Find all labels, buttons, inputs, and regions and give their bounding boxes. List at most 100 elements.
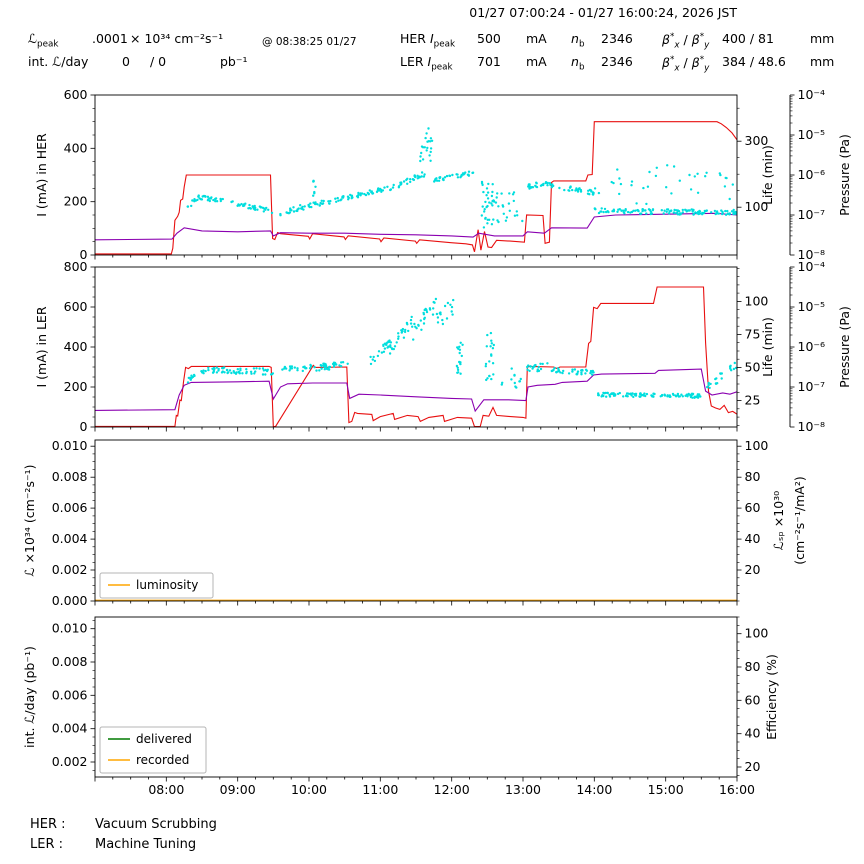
scatter-point bbox=[709, 382, 712, 386]
scatter-point bbox=[288, 369, 291, 372]
scatter-point bbox=[696, 393, 700, 396]
scatter-point bbox=[483, 210, 486, 213]
scatter-point bbox=[435, 177, 438, 180]
scatter-point bbox=[350, 194, 353, 197]
lpeak-timestamp: @ 08:38:25 01/27 bbox=[262, 36, 357, 48]
scatter-point bbox=[458, 345, 461, 348]
scatter-point bbox=[486, 197, 490, 200]
scatter-point bbox=[244, 202, 247, 205]
scatter-point bbox=[486, 222, 489, 225]
scatter-point bbox=[265, 206, 268, 210]
scatter-point bbox=[515, 386, 518, 389]
scatter-point bbox=[644, 209, 647, 212]
scatter-point bbox=[461, 172, 465, 175]
scatter-point bbox=[500, 192, 503, 195]
scatter-point bbox=[459, 361, 462, 364]
ler-beta-unit: mm bbox=[810, 54, 835, 69]
scatter-point bbox=[340, 361, 343, 364]
axis-label: Life (min) bbox=[760, 317, 775, 377]
scatter-point bbox=[397, 332, 400, 335]
scatter-point bbox=[248, 203, 251, 207]
scatter-point bbox=[567, 372, 571, 375]
scatter-point bbox=[324, 365, 328, 369]
scatter-point bbox=[320, 199, 323, 202]
scatter-point bbox=[253, 372, 256, 375]
scatter-point bbox=[687, 209, 690, 212]
scatter-point bbox=[309, 202, 312, 205]
scatter-point bbox=[558, 186, 561, 190]
scatter-point bbox=[641, 208, 645, 211]
scatter-point bbox=[734, 366, 737, 370]
scatter-point bbox=[385, 343, 388, 346]
axis-label: I (mA) in LER bbox=[34, 306, 49, 387]
scatter-point bbox=[292, 210, 296, 213]
scatter-point bbox=[549, 183, 552, 186]
scatter-point bbox=[533, 365, 536, 368]
scatter-point bbox=[728, 213, 731, 216]
scatter-point bbox=[319, 363, 322, 367]
scatter-point bbox=[624, 209, 627, 212]
scatter-point bbox=[654, 174, 658, 178]
scatter-point bbox=[602, 210, 605, 214]
scatter-point bbox=[512, 199, 515, 203]
scatter-point bbox=[705, 171, 708, 174]
scatter-point bbox=[713, 209, 717, 213]
scatter-point bbox=[369, 355, 372, 359]
scatter-point bbox=[254, 370, 257, 373]
scatter-point bbox=[678, 179, 681, 182]
scatter-point bbox=[486, 333, 489, 337]
scatter-point bbox=[483, 208, 486, 211]
scatter-point bbox=[313, 192, 316, 195]
y-tick-label: 80 bbox=[745, 469, 761, 484]
scatter-point bbox=[488, 201, 491, 204]
series-her-beam-lifetime bbox=[186, 127, 737, 229]
scatter-point bbox=[677, 395, 680, 398]
scatter-point bbox=[193, 374, 196, 378]
scatter-point bbox=[212, 198, 215, 202]
scatter-point bbox=[580, 371, 583, 374]
y-tick-label: 0.002 bbox=[52, 754, 88, 769]
scatter-point bbox=[413, 174, 416, 177]
lpeak-subscript: peak bbox=[37, 39, 59, 50]
scatter-point bbox=[410, 315, 413, 319]
scatter-point bbox=[217, 369, 220, 372]
scatter-point bbox=[303, 205, 306, 208]
int-lday-label: int. ℒ/day bbox=[28, 54, 89, 69]
nb-subscript: b bbox=[578, 62, 585, 73]
scatter-point bbox=[411, 325, 414, 328]
scatter-point bbox=[388, 352, 392, 355]
scatter-point bbox=[698, 395, 702, 398]
y-tick-label: 0.010 bbox=[52, 621, 88, 636]
y-tick-label: 0.008 bbox=[52, 469, 88, 484]
scatter-point bbox=[559, 371, 562, 374]
scatter-point bbox=[387, 340, 391, 344]
scatter-point bbox=[329, 199, 332, 203]
scatter-point bbox=[516, 214, 519, 217]
scatter-point bbox=[528, 183, 531, 186]
y-tick-label: 10⁻⁵ bbox=[798, 299, 826, 314]
scatter-point bbox=[481, 205, 484, 208]
scatter-point bbox=[650, 212, 654, 215]
scatter-point bbox=[489, 345, 492, 348]
scatter-point bbox=[289, 208, 292, 212]
scatter-point bbox=[322, 365, 326, 368]
scatter-point bbox=[418, 176, 421, 179]
y-tick-label: 600 bbox=[64, 299, 88, 314]
lpeak-value: .0001 bbox=[92, 31, 128, 46]
nb-symbol: n bbox=[571, 31, 579, 46]
scatter-point bbox=[429, 150, 432, 154]
scatter-point bbox=[250, 372, 253, 375]
scatter-point bbox=[403, 330, 407, 334]
scatter-point bbox=[297, 207, 300, 210]
her-current-unit: mA bbox=[526, 31, 547, 46]
scatter-point bbox=[206, 199, 210, 202]
her-peak-label: HER Ipeak bbox=[400, 31, 455, 50]
scatter-point bbox=[519, 377, 522, 381]
scatter-point bbox=[733, 212, 736, 215]
scatter-point bbox=[255, 367, 258, 370]
scatter-point bbox=[696, 191, 700, 194]
scatter-point bbox=[238, 372, 241, 375]
scatter-point bbox=[530, 186, 533, 189]
scatter-point bbox=[346, 195, 350, 198]
scatter-point bbox=[627, 392, 630, 395]
